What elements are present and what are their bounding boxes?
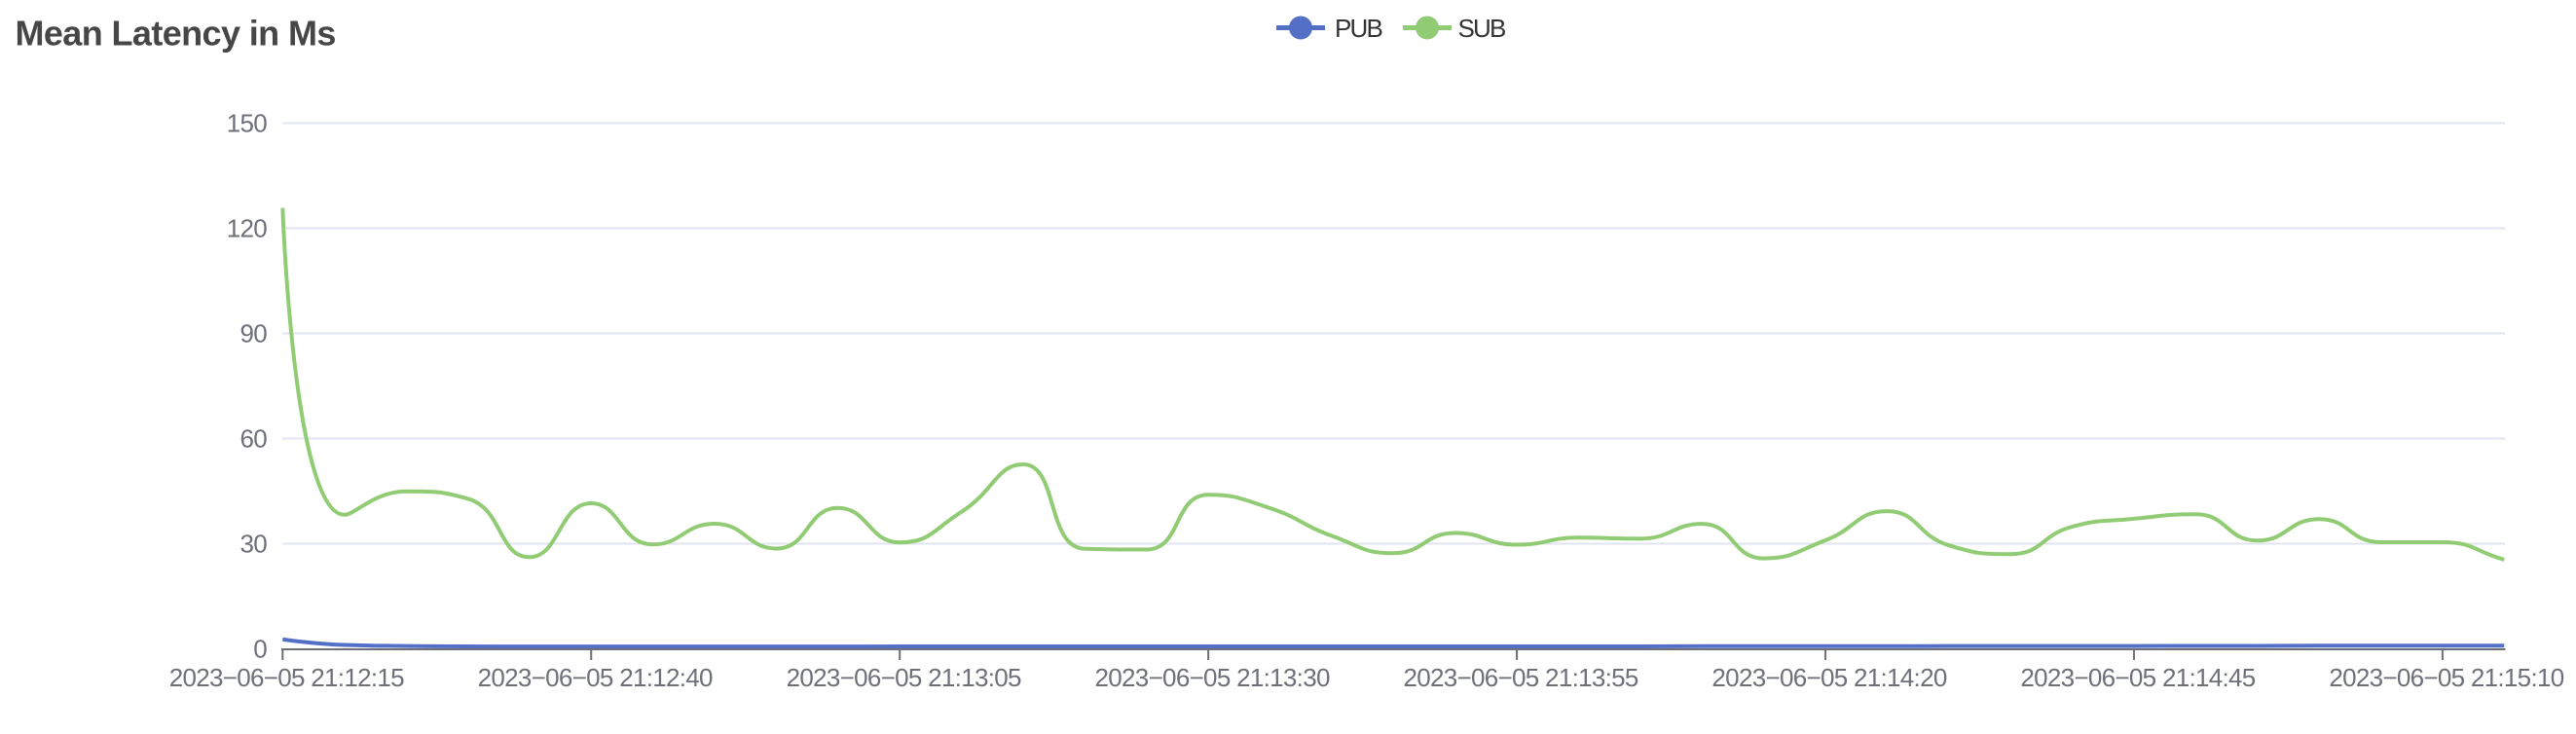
svg-text:2023−06−05 21:12:40: 2023−06−05 21:12:40 bbox=[478, 663, 713, 692]
svg-text:2023−06−05 21:15:10: 2023−06−05 21:15:10 bbox=[2329, 663, 2563, 692]
svg-text:Mean Latency in Ms: Mean Latency in Ms bbox=[16, 13, 336, 53]
svg-text:90: 90 bbox=[239, 318, 267, 348]
svg-text:60: 60 bbox=[239, 423, 267, 453]
svg-text:2023−06−05 21:13:30: 2023−06−05 21:13:30 bbox=[1095, 663, 1330, 692]
svg-text:2023−06−05 21:14:45: 2023−06−05 21:14:45 bbox=[2020, 663, 2255, 692]
svg-text:150: 150 bbox=[227, 108, 268, 137]
svg-text:120: 120 bbox=[227, 213, 268, 242]
svg-text:30: 30 bbox=[239, 529, 267, 558]
svg-text:0: 0 bbox=[253, 634, 267, 663]
svg-text:SUB: SUB bbox=[1458, 14, 1506, 43]
svg-text:2023−06−05 21:12:15: 2023−06−05 21:12:15 bbox=[169, 663, 404, 692]
svg-text:PUB: PUB bbox=[1335, 14, 1382, 43]
svg-text:2023−06−05 21:13:55: 2023−06−05 21:13:55 bbox=[1403, 663, 1638, 692]
svg-text:2023−06−05 21:14:20: 2023−06−05 21:14:20 bbox=[1711, 663, 1946, 692]
svg-text:2023−06−05 21:13:05: 2023−06−05 21:13:05 bbox=[787, 663, 1021, 692]
